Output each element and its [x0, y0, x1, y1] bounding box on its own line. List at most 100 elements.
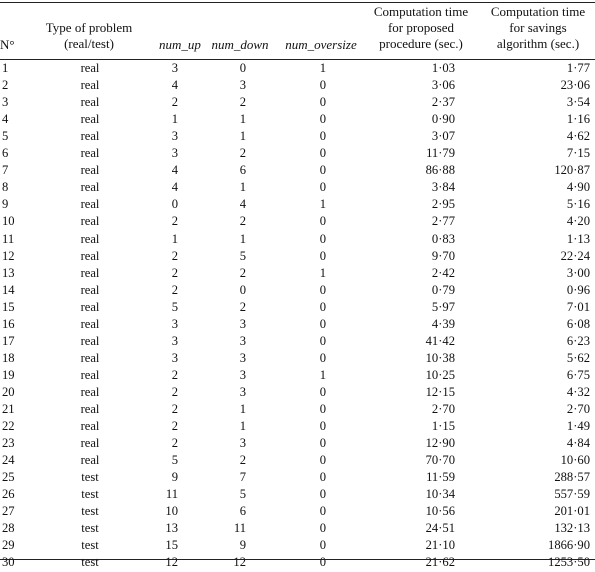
table-header-rule [0, 59, 595, 60]
cell-savings-time: 22·24 [560, 248, 590, 263]
cell-proposed-time: 12·90 [425, 436, 455, 451]
cell-num-oversize: 0 [319, 180, 326, 195]
cell-type: real [80, 180, 100, 195]
cell-num-oversize: 0 [319, 299, 326, 314]
cell-number: 27 [2, 504, 15, 519]
cell-savings-time: 1253·50 [548, 555, 590, 570]
cell-num-oversize: 1 [319, 197, 326, 212]
cell-num-up: 4 [171, 163, 178, 178]
cell-num-up: 9 [171, 470, 178, 485]
cell-savings-time: 201·01 [554, 504, 590, 519]
cell-proposed-time: 21·10 [425, 538, 455, 553]
cell-savings-time: 1·13 [566, 231, 590, 246]
table-row: 3 real 2 2 0 2·37 3·54 [0, 94, 595, 111]
cell-type: real [80, 214, 100, 229]
cell-num-up: 3 [171, 316, 178, 331]
cell-type: real [80, 436, 100, 451]
cell-proposed-time: 4·39 [431, 316, 455, 331]
cell-num-down: 11 [233, 521, 246, 536]
cell-savings-time: 132·13 [554, 521, 590, 536]
cell-savings-time: 1·16 [566, 112, 590, 127]
cell-number: 19 [2, 367, 15, 382]
table-row: 20 real 2 3 0 12·15 4·32 [0, 384, 595, 401]
cell-num-up: 3 [171, 333, 178, 348]
cell-number: 4 [2, 112, 9, 127]
cell-number: 2 [2, 78, 9, 93]
cell-type: real [80, 129, 100, 144]
cell-num-down: 2 [239, 265, 246, 280]
cell-num-down: 1 [239, 129, 246, 144]
cell-number: 1 [2, 61, 9, 75]
cell-num-oversize: 0 [319, 163, 326, 178]
cell-num-down: 9 [239, 538, 246, 553]
cell-proposed-time: 2·42 [431, 265, 455, 280]
cell-savings-time: 4·90 [566, 180, 590, 195]
cell-savings-time: 288·57 [554, 470, 590, 485]
cell-num-oversize: 0 [319, 78, 326, 93]
cell-savings-time: 1866·90 [548, 538, 590, 553]
cell-proposed-time: 2·70 [431, 402, 455, 416]
cell-num-down: 3 [239, 350, 246, 365]
cell-number: 8 [2, 180, 9, 195]
cell-num-up: 11 [165, 487, 178, 502]
cell-num-down: 2 [239, 453, 246, 468]
cell-type: real [80, 163, 100, 178]
cell-num-up: 3 [171, 129, 178, 144]
cell-savings-time: 5·16 [566, 197, 590, 212]
cell-num-down: 1 [239, 402, 246, 416]
cell-savings-time: 4·32 [566, 384, 590, 399]
table-row: 13 real 2 2 1 2·42 3·00 [0, 265, 595, 282]
cell-type: real [80, 265, 100, 280]
cell-type: real [80, 402, 100, 416]
cell-num-down: 2 [239, 214, 246, 229]
cell-number: 22 [2, 419, 15, 434]
cell-number: 6 [2, 146, 9, 161]
cell-num-oversize: 0 [319, 248, 326, 263]
cell-num-up: 1 [171, 231, 178, 246]
header-proposed-line-1: Computation time [373, 4, 469, 19]
cell-num-up: 2 [171, 402, 178, 416]
cell-num-up: 15 [165, 538, 178, 553]
table-bottom-rule [0, 559, 595, 560]
cell-type: real [80, 61, 100, 75]
cell-num-up: 2 [171, 248, 178, 263]
cell-num-up: 2 [171, 436, 178, 451]
cell-savings-time: 4·20 [566, 214, 590, 229]
cell-num-up: 2 [171, 265, 178, 280]
table-row: 19 real 2 3 1 10·25 6·75 [0, 367, 595, 384]
cell-type: real [80, 333, 100, 348]
cell-num-oversize: 0 [319, 350, 326, 365]
cell-type: real [80, 95, 100, 110]
cell-num-up: 4 [171, 78, 178, 93]
cell-num-oversize: 0 [319, 521, 326, 536]
cell-savings-time: 10·60 [560, 453, 590, 468]
cell-number: 15 [2, 299, 15, 314]
cell-type: real [80, 197, 100, 212]
table-row: 24 real 5 2 0 70·70 10·60 [0, 452, 595, 469]
cell-num-oversize: 0 [319, 504, 326, 519]
cell-number: 30 [2, 555, 15, 570]
cell-number: 13 [2, 265, 15, 280]
cell-number: 3 [2, 95, 9, 110]
header-num-up: num_up [159, 37, 201, 52]
table-row: 2 real 4 3 0 3·06 23·06 [0, 77, 595, 94]
cell-number: 25 [2, 470, 15, 485]
table-row: 7 real 4 6 0 86·88 120·87 [0, 162, 595, 179]
cell-number: 29 [2, 538, 15, 553]
header-type-line-1: Type of problem [45, 20, 133, 35]
cell-proposed-time: 11·59 [426, 470, 455, 485]
cell-number: 11 [2, 231, 15, 246]
cell-type: real [80, 78, 100, 93]
cell-num-oversize: 0 [319, 333, 326, 348]
table-row: 9 real 0 4 1 2·95 5·16 [0, 196, 595, 213]
cell-num-oversize: 0 [319, 487, 326, 502]
cell-proposed-time: 70·70 [425, 453, 455, 468]
cell-savings-time: 7·15 [566, 146, 590, 161]
cell-num-oversize: 0 [319, 384, 326, 399]
cell-proposed-time: 21·62 [425, 555, 455, 570]
cell-type: real [80, 453, 100, 468]
cell-num-oversize: 0 [319, 214, 326, 229]
cell-type: real [80, 384, 100, 399]
cell-num-up: 5 [171, 299, 178, 314]
cell-num-up: 2 [171, 214, 178, 229]
